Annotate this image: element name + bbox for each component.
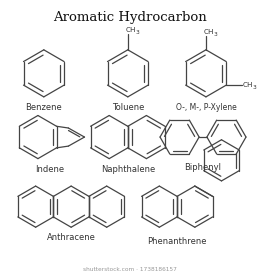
Text: Naphthalene: Naphthalene (101, 165, 155, 174)
Text: O-, M-, P-Xylene: O-, M-, P-Xylene (176, 103, 236, 112)
Text: 3: 3 (136, 30, 139, 35)
Text: Anthracene: Anthracene (47, 233, 96, 242)
Text: CH: CH (243, 82, 253, 88)
Text: CH: CH (126, 27, 136, 33)
Text: Phenanthrene: Phenanthrene (147, 237, 207, 246)
Text: Biphenyl: Biphenyl (185, 163, 222, 172)
Text: CH: CH (204, 29, 214, 35)
Text: 3: 3 (214, 32, 218, 37)
Text: 3: 3 (253, 85, 256, 90)
Text: Toluene: Toluene (112, 103, 144, 112)
Text: Indene: Indene (35, 165, 64, 174)
Text: shutterstock.com · 1738186157: shutterstock.com · 1738186157 (83, 267, 177, 272)
Text: Aromatic Hydrocarbon: Aromatic Hydrocarbon (53, 11, 207, 24)
Text: Benzene: Benzene (25, 103, 62, 112)
